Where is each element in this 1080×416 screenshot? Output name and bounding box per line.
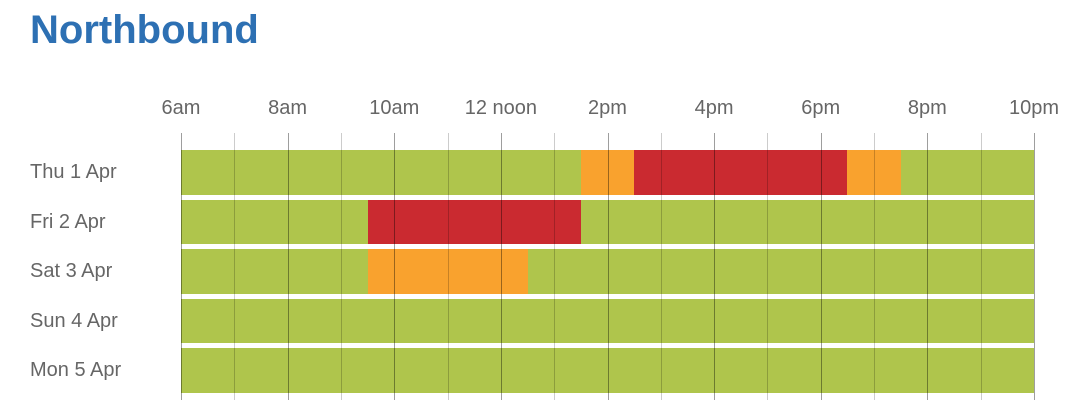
- gridline-hour: [980, 133, 982, 400]
- row-label: Sat 3 Apr: [30, 260, 113, 283]
- row-label: Mon 5 Apr: [30, 359, 122, 382]
- segment-green: [181, 249, 368, 294]
- page-title: Northbound: [30, 8, 259, 52]
- gridlines: [181, 133, 1035, 400]
- segment-amber: [580, 150, 635, 195]
- gridline-hour: [287, 133, 289, 400]
- gridline-hour: [767, 133, 769, 400]
- segment-red: [634, 150, 848, 195]
- gridline-hour: [234, 133, 236, 400]
- x-axis-label: 6pm: [801, 97, 841, 119]
- gridline-hour: [554, 133, 556, 400]
- timeline-row: [181, 298, 1034, 344]
- gridline-hour: [394, 133, 396, 400]
- gridline-hour: [714, 133, 716, 400]
- timeline-row: [181, 348, 1034, 393]
- segment-green: [527, 249, 1034, 294]
- segment-green: [181, 348, 1034, 393]
- x-axis-label: 2pm: [588, 97, 627, 119]
- gridline-hour: [181, 133, 182, 400]
- gridline-hour: [340, 133, 342, 400]
- gridline-hour: [927, 133, 929, 400]
- x-axis-label: 8am: [268, 97, 308, 119]
- segment-amber: [367, 249, 528, 294]
- segment-green: [181, 150, 581, 195]
- gridline-hour: [874, 133, 876, 400]
- gridline-hour: [447, 133, 449, 400]
- segment-red: [367, 199, 581, 245]
- segment-green: [580, 199, 1034, 245]
- gridline-hour: [660, 133, 662, 400]
- segment-green: [900, 150, 1034, 195]
- x-axis-label: 12 noon: [464, 97, 538, 119]
- timeline-row: [181, 199, 1034, 245]
- x-axis-label: 10pm: [1008, 97, 1060, 119]
- row-label: Thu 1 Apr: [30, 161, 117, 183]
- gridline-hour: [1034, 133, 1035, 400]
- timeline-row: [181, 249, 1034, 294]
- row-label: Fri 2 Apr: [30, 210, 106, 233]
- row-label: Sun 4 Apr: [30, 309, 118, 332]
- x-axis-label: 10am: [369, 97, 420, 119]
- segment-green: [181, 298, 1034, 344]
- timeline-bars: [181, 133, 1034, 400]
- gridline-hour: [500, 133, 502, 400]
- x-axis-label: 8pm: [907, 97, 947, 119]
- segment-amber: [847, 150, 901, 195]
- segment-green: [181, 199, 368, 245]
- x-axis-label: 4pm: [694, 97, 734, 119]
- timeline-row: [181, 150, 1034, 195]
- gridline-hour: [607, 133, 609, 400]
- x-axis-label: 6am: [161, 97, 201, 119]
- gridline-hour: [820, 133, 822, 400]
